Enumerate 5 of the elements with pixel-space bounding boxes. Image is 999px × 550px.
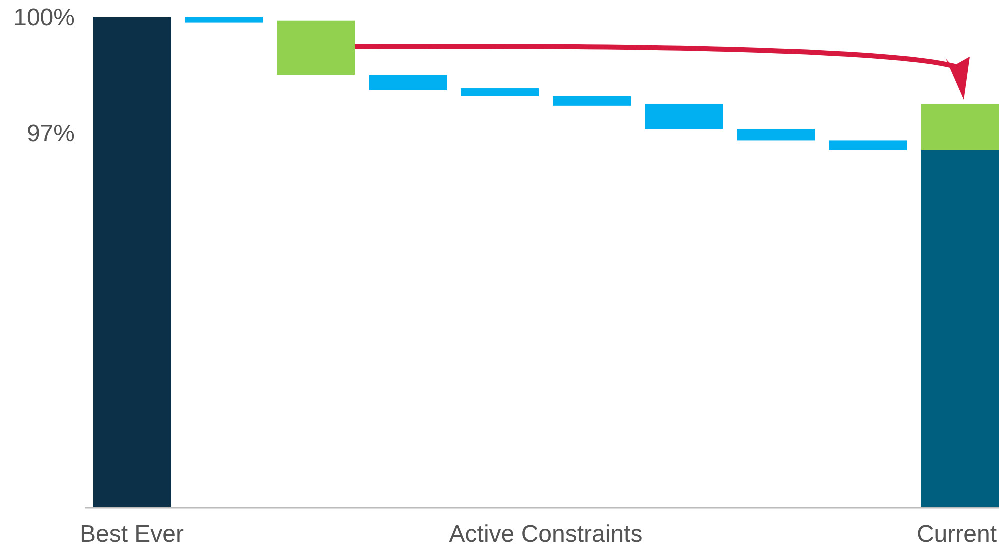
- x-tick-label: Best Ever: [80, 521, 184, 548]
- x-axis-title: Active Constraints: [449, 521, 643, 548]
- y-tick-label: 100%: [14, 4, 75, 32]
- y-tick-label: 97%: [26, 120, 75, 148]
- x-tick-label: Current: [916, 521, 998, 548]
